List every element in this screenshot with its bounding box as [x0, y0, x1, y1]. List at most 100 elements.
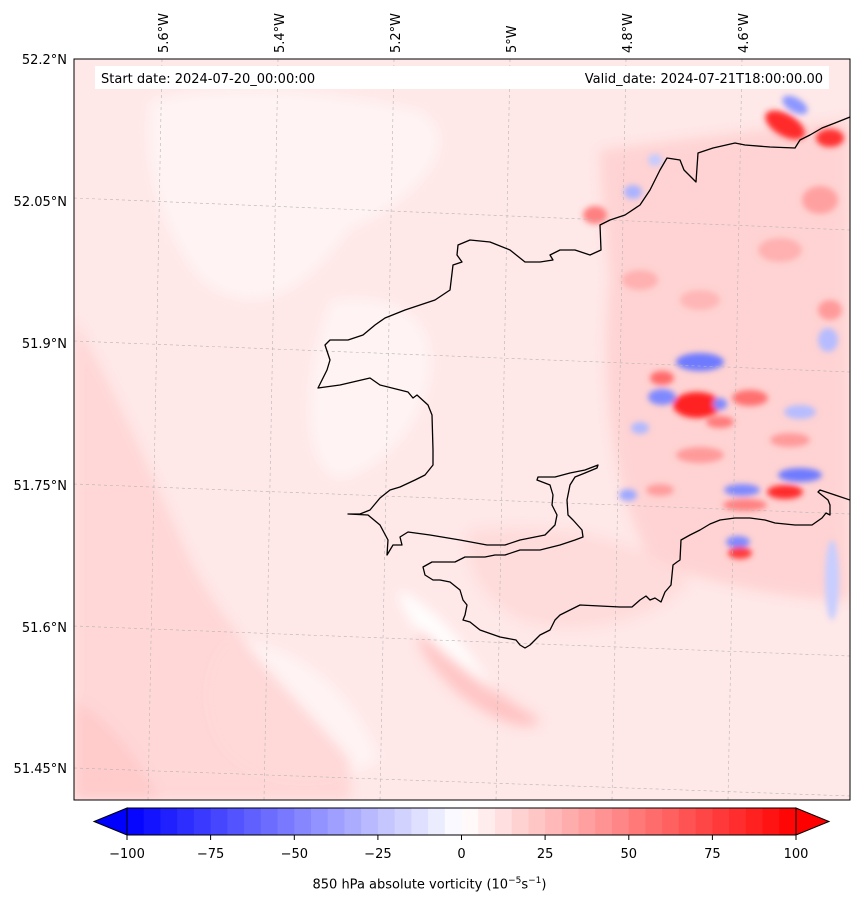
- colorbar-segment: [327, 808, 346, 835]
- colorbar-segment: [678, 808, 697, 835]
- colorbar-segment: [177, 808, 195, 835]
- pale-region-estuary: [308, 298, 432, 480]
- date-stamp-band: Start date: 2024-07-20_00:00:00 Valid_da…: [95, 66, 829, 89]
- colorbar-segment: [210, 808, 228, 835]
- colorbar-segment: [160, 808, 178, 835]
- map-panel: [74, 59, 850, 800]
- colorbar-segment: [244, 808, 262, 835]
- colorbar-segment: [294, 808, 312, 835]
- colorbar-segment: [277, 808, 295, 835]
- mid-red-cell: [706, 416, 734, 428]
- red-patch-corner: [74, 700, 160, 800]
- colorbar-segment: [377, 808, 396, 835]
- colorbar-segment: [310, 808, 329, 835]
- colorbar-segment: [494, 808, 513, 835]
- colorbar-label-close: ): [541, 877, 547, 893]
- blue-cell: [624, 185, 642, 199]
- colorbar-max-extend: [795, 807, 831, 836]
- lat-label: 51.45°N: [14, 762, 67, 777]
- colorbar-segment: [545, 808, 563, 835]
- longitude-labels: 5.6°W 5.4°W 5.2°W 5°W 4.8°W 4.6°W: [157, 13, 752, 53]
- vorticity-features: [583, 95, 844, 620]
- strong-red-cell: [673, 392, 721, 418]
- colorbar-segment: [461, 808, 479, 835]
- blue-cell: [818, 328, 838, 352]
- colorbar-label-unit: s: [521, 877, 529, 893]
- blue-cell: [648, 154, 662, 166]
- lat-label: 51.75°N: [14, 479, 67, 494]
- map-border: [73, 58, 851, 801]
- colorbar-segment: [729, 808, 747, 835]
- colorbar-segment: [511, 808, 530, 835]
- colorbar-segment: [578, 808, 596, 835]
- colorbar-min-extend: [92, 807, 128, 836]
- blue-cell: [713, 398, 727, 410]
- colorbar-segment: [127, 808, 145, 835]
- mid-red-cell: [646, 484, 674, 496]
- blue-cell: [619, 489, 637, 501]
- lon-label: 5°W: [505, 25, 520, 53]
- colorbar-segment: [394, 808, 412, 835]
- colorbar-label-exponent: −1: [528, 876, 542, 886]
- strong-red-cell: [816, 129, 844, 147]
- colorbar-segment: [612, 808, 630, 835]
- mid-red-cell: [583, 206, 607, 224]
- colorbar-segment: [762, 808, 780, 835]
- colorbar-segment: [645, 808, 663, 835]
- mid-red-cell: [818, 300, 842, 320]
- blue-cell: [631, 422, 649, 434]
- mid-red-cell: [723, 499, 767, 511]
- strong-red-cell: [728, 547, 752, 559]
- mid-red-cell: [802, 186, 838, 214]
- colorbar-tick-label: 50: [621, 847, 638, 862]
- blue-cell: [825, 540, 839, 620]
- lon-label: 5.2°W: [389, 13, 404, 53]
- colorbar-segment: [628, 808, 647, 835]
- strong-red-cell: [767, 485, 803, 499]
- mid-red-cell: [770, 433, 810, 447]
- colorbar-segment: [662, 808, 680, 835]
- colorbar-segment: [411, 808, 429, 835]
- colorbar-segment: [712, 808, 730, 835]
- red-streak-southwest: [419, 630, 540, 726]
- lat-label: 51.6°N: [22, 621, 67, 636]
- coastline: [317, 116, 850, 649]
- pale-region-sea: [147, 89, 441, 301]
- colorbar-tick-label: −100: [109, 847, 145, 862]
- colorbar-label: 850 hPa absolute vorticity (10−5s−1): [0, 876, 859, 892]
- colorbar: −100 −75 −50 −25 0 25 50 75 100: [92, 807, 831, 862]
- lat-label: 52.2°N: [22, 53, 67, 68]
- blue-cell: [782, 95, 808, 115]
- valid-date-label: Valid_date: 2024-07-21T18:00:00.00: [585, 72, 823, 87]
- blue-cell: [676, 353, 724, 371]
- colorbar-segment: [745, 808, 764, 835]
- strong-red-cell: [765, 110, 805, 140]
- mid-red-cell: [732, 390, 768, 406]
- colorbar-tick-label: 0: [457, 847, 465, 862]
- blue-cell: [724, 484, 760, 496]
- colorbar-tick-label: −75: [197, 847, 224, 862]
- colorbar-label-text: 850 hPa absolute vorticity (10: [312, 877, 509, 893]
- light-red-south-central: [467, 527, 690, 628]
- colorbar-ticks: [126, 835, 797, 840]
- colorbar-label-exponent: −5: [508, 876, 522, 886]
- stamp-background: [95, 66, 829, 89]
- latitude-labels: 52.2°N 52.05°N 51.9°N 51.75°N 51.6°N 51.…: [14, 53, 67, 777]
- red-band-west: [74, 320, 350, 800]
- blue-cell: [784, 405, 816, 419]
- colorbar-segment: [344, 808, 362, 835]
- colorbar-tick-labels: −100 −75 −50 −25 0 25 50 75 100: [109, 847, 808, 862]
- blue-cell: [726, 536, 750, 548]
- colorbar-segment: [595, 808, 613, 835]
- colorbar-tick-label: −25: [364, 847, 391, 862]
- lon-label: 5.6°W: [157, 13, 172, 53]
- lon-label: 4.8°W: [621, 13, 636, 53]
- colorbar-segments: [127, 808, 797, 835]
- mid-red-cell: [650, 371, 674, 385]
- mid-red-cell: [680, 290, 720, 310]
- colorbar-segment: [478, 808, 496, 835]
- colorbar-segment: [260, 808, 279, 835]
- colorbar-tick-label: 25: [537, 847, 554, 862]
- colorbar-segment: [143, 808, 162, 835]
- colorbar-segment: [779, 808, 797, 835]
